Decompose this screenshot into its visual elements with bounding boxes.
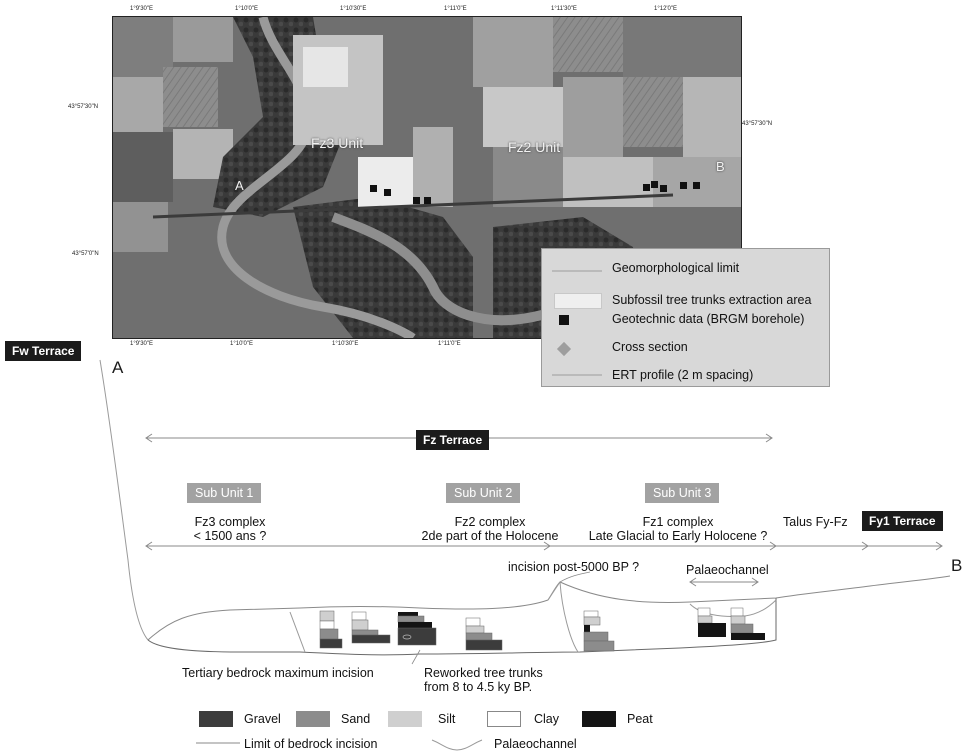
borehole-logs: [319, 607, 765, 652]
clay-swatch: [487, 711, 521, 727]
fw-terrace-slope: [99, 359, 149, 641]
fy1-terrace-tag: Fy1 Terrace: [862, 511, 943, 531]
map-point-a-label: A: [235, 178, 244, 193]
reworked-line-2: from 8 to 4.5 ky BP.: [424, 680, 533, 694]
fz2-unit-label: Fz2 Unit: [508, 139, 561, 155]
bedrock-incision-limit: [147, 598, 777, 656]
reworked-label: Reworked tree trunks from 8 to 4.5 ky BP…: [424, 666, 543, 694]
palaeochannel-symbol: [431, 739, 483, 751]
legend-palaeochannel: Palaeochannel: [494, 737, 577, 751]
legend-cross-section: Cross section: [612, 340, 688, 354]
bedrock-limit-symbol: [196, 742, 240, 744]
surface-profile: [147, 575, 951, 641]
fz3-complex-age: < 1500 ans ?: [193, 529, 267, 543]
map-legend: Geomorphological limit Subfossil tree tr…: [541, 248, 830, 387]
coord-bottom-3: 1°10'30"E: [332, 341, 359, 347]
coord-top-6: 1°12'0"E: [654, 6, 678, 12]
legend-geotechnic: Geotechnic data (BRGM borehole): [612, 312, 805, 326]
fz3-complex-label: Fz3 complex < 1500 ans ?: [175, 515, 285, 543]
talus-label: Talus Fy-Fz: [783, 515, 848, 529]
coord-left-1: 43°57'30"N: [68, 104, 99, 110]
fz1-complex-label: Fz1 complex Late Glacial to Early Holoce…: [578, 515, 778, 543]
fz1-complex-age: Late Glacial to Early Holocene ?: [588, 529, 768, 543]
section-point-a: A: [112, 358, 124, 377]
legend-sand: Sand: [341, 712, 371, 726]
bedrock-label: Tertiary bedrock maximum incision: [182, 666, 374, 680]
coord-right-1: 43°57'30"N: [742, 121, 773, 127]
borehole-symbol: [559, 315, 569, 325]
coord-top-3: 1°10'30"E: [340, 6, 367, 12]
coord-bottom-2: 1°10'0"E: [230, 341, 254, 347]
coord-top-5: 1°11'30"E: [551, 6, 577, 12]
sub-unit-3-tag: Sub Unit 3: [645, 483, 720, 503]
aerial-photo: Fz3 Unit Fz2 Unit A B: [112, 16, 742, 339]
fz3-unit-label: Fz3 Unit: [311, 135, 364, 151]
legend-clay: Clay: [534, 712, 560, 726]
silt-swatch: [388, 711, 422, 727]
fz2-complex-name: Fz2 complex: [454, 515, 526, 529]
legend-geomorph-limit: Geomorphological limit: [612, 261, 740, 275]
fz1-complex-name: Fz1 complex: [642, 515, 714, 529]
section-point-b: B: [951, 556, 963, 575]
sub-unit-1-tag: Sub Unit 1: [187, 483, 262, 503]
coord-top-1: 1°9'30"E: [130, 6, 154, 12]
palaeochannel-label: Palaeochannel: [686, 563, 769, 577]
incision-label: incision post-5000 BP ?: [508, 560, 640, 574]
legend-bedrock-limit: Limit of bedrock incision: [244, 737, 378, 751]
peat-swatch: [582, 711, 616, 727]
sub-unit-2-tag: Sub Unit 2: [446, 483, 521, 503]
aerial-photo-imagery: [113, 17, 741, 338]
legend-ert-profile: ERT profile (2 m spacing): [612, 368, 754, 382]
fz2-complex-label: Fz2 complex 2de part of the Holocene: [400, 515, 580, 543]
coord-bottom-1: 1°9'30"E: [130, 341, 154, 347]
fw-terrace-tag: Fw Terrace: [5, 341, 82, 361]
fz2-complex-age: 2de part of the Holocene: [421, 529, 559, 543]
fz3-complex-name: Fz3 complex: [194, 515, 266, 529]
legend-subfossil: Subfossil tree trunks extraction area: [612, 293, 812, 307]
reworked-line-1: Reworked tree trunks: [424, 666, 543, 680]
complex-arrows: [145, 541, 943, 587]
geomorph-limit-symbol: [552, 270, 602, 272]
coord-bottom-4: 1°11'0"E: [438, 341, 461, 347]
legend-gravel: Gravel: [244, 712, 281, 726]
sand-swatch: [296, 711, 330, 727]
coord-top-4: 1°11'0"E: [444, 6, 467, 12]
ert-profile-symbol: [552, 374, 602, 376]
coord-left-2: 43°57'0"N: [72, 251, 99, 257]
fz-terrace-tag: Fz Terrace: [416, 430, 490, 450]
subfossil-area-symbol: [554, 293, 602, 309]
gravel-swatch: [199, 711, 233, 727]
map-point-b-label: B: [716, 159, 725, 174]
legend-silt: Silt: [438, 712, 456, 726]
legend-peat: Peat: [627, 712, 653, 726]
coord-top-2: 1°10'0"E: [235, 6, 259, 12]
